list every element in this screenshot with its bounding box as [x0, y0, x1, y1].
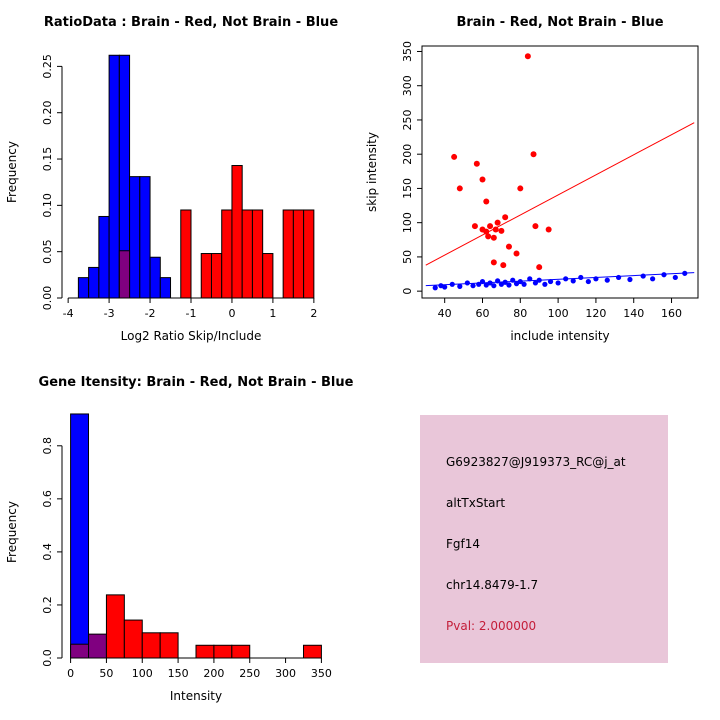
svg-text:0.20: 0.20 — [41, 100, 54, 125]
splice-event-type: altTxStart — [446, 496, 506, 510]
svg-text:100: 100 — [401, 212, 414, 233]
svg-text:0.25: 0.25 — [41, 54, 54, 79]
svg-text:150: 150 — [401, 178, 414, 199]
svg-text:0.10: 0.10 — [41, 193, 54, 218]
svg-text:0.15: 0.15 — [41, 147, 54, 172]
gene-name: Fgf14 — [446, 537, 481, 551]
svg-text:100: 100 — [132, 667, 153, 680]
svg-text:200: 200 — [401, 144, 414, 165]
svg-text:0.00: 0.00 — [41, 286, 54, 311]
svg-text:-2: -2 — [145, 307, 156, 320]
svg-text:0.05: 0.05 — [41, 239, 54, 263]
svg-text:0: 0 — [228, 307, 235, 320]
svg-text:0.8: 0.8 — [41, 437, 54, 455]
svg-text:0.6: 0.6 — [41, 490, 54, 508]
svg-text:50: 50 — [99, 667, 113, 680]
svg-text:include intensity: include intensity — [510, 329, 609, 343]
intensity-scatter-panel: Brain - Red, Not Brain - Blue 40 60 80 100 12… — [360, 0, 720, 360]
svg-text:250: 250 — [239, 667, 260, 680]
svg-text:0: 0 — [401, 288, 414, 295]
svg-text:Log2 Ratio Skip/Include: Log2 Ratio Skip/Include — [121, 329, 262, 343]
svg-text:Frequency: Frequency — [5, 501, 19, 563]
genomic-location: chr14.8479-1.7 — [446, 578, 539, 592]
svg-text:-1: -1 — [186, 307, 197, 320]
svg-text:300: 300 — [401, 75, 414, 96]
svg-text:0.2: 0.2 — [41, 596, 54, 614]
gene-info-box: G6923827@J919373_RC@j_at altTxStart Fgf1… — [420, 415, 668, 663]
svg-text:skip intensity: skip intensity — [365, 132, 379, 212]
svg-text:150: 150 — [168, 667, 189, 680]
intensity-scatter-chart: Brain - Red, Not Brain - Blue 40 60 80 100 12… — [365, 15, 699, 343]
svg-text:RatioData : Brain - Red, Not B: RatioData : Brain - Red, Not Brain - Blu… — [44, 15, 338, 30]
svg-text:Gene Itensity: Brain - Red, No: Gene Itensity: Brain - Red, Not Brain - … — [39, 375, 354, 390]
svg-text:300: 300 — [275, 667, 296, 680]
svg-text:Brain - Red, Not Brain - Blue: Brain - Red, Not Brain - Blue — [456, 15, 663, 30]
svg-text:60: 60 — [475, 307, 489, 320]
svg-text:1: 1 — [269, 307, 276, 320]
svg-text:160: 160 — [661, 307, 682, 320]
svg-text:100: 100 — [548, 307, 569, 320]
svg-text:50: 50 — [401, 250, 414, 264]
gene-intensity-histogram-panel: Gene Itensity: Brain - Red, Not Brain - … — [0, 360, 360, 720]
svg-text:250: 250 — [401, 109, 414, 130]
ratio-histogram-panel: RatioData : Brain - Red, Not Brain - Blu… — [0, 0, 360, 360]
svg-text:Frequency: Frequency — [5, 141, 19, 203]
probe-id: G6923827@J919373_RC@j_at — [446, 455, 626, 469]
ratio-histogram-chart: RatioData : Brain - Red, Not Brain - Blu… — [5, 15, 338, 343]
svg-text:350: 350 — [401, 41, 414, 62]
svg-text:120: 120 — [585, 307, 606, 320]
svg-text:0: 0 — [67, 667, 74, 680]
svg-text:Intensity: Intensity — [170, 689, 222, 703]
gene-intensity-histogram-chart: Gene Itensity: Brain - Red, Not Brain - … — [5, 375, 354, 703]
svg-text:200: 200 — [203, 667, 224, 680]
svg-text:0.4: 0.4 — [41, 543, 54, 561]
svg-text:-4: -4 — [63, 307, 74, 320]
svg-text:2: 2 — [310, 307, 317, 320]
svg-text:140: 140 — [623, 307, 644, 320]
svg-text:-3: -3 — [104, 307, 115, 320]
svg-text:40: 40 — [438, 307, 452, 320]
svg-text:0.0: 0.0 — [41, 649, 54, 667]
svg-text:350: 350 — [311, 667, 332, 680]
info-panel: G6923827@J919373_RC@j_at altTxStart Fgf1… — [360, 360, 720, 720]
pval-text: Pval: 2.000000 — [446, 619, 537, 633]
svg-text:80: 80 — [513, 307, 527, 320]
